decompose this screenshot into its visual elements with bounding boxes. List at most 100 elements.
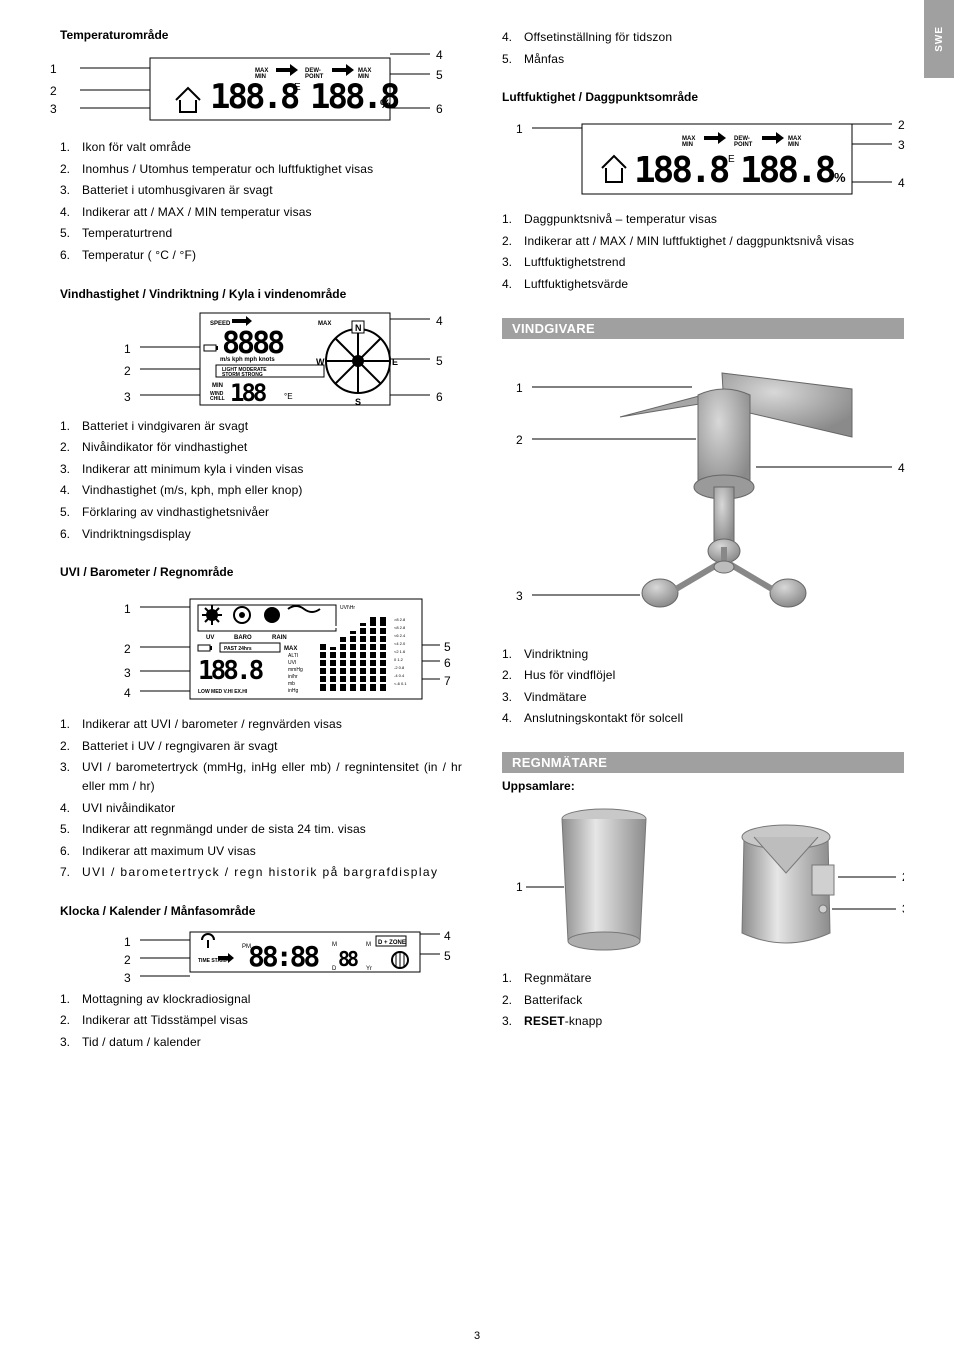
list-item: 1.Regnmätare xyxy=(502,969,904,988)
svg-text:N: N xyxy=(355,323,362,333)
uvi-l2: 2 xyxy=(124,642,131,656)
list-item-number: 4. xyxy=(60,203,82,222)
list-item: 4.UVI nivåindikator xyxy=(60,799,462,818)
clock-list: 1.Mottagning av klockradiosignal2.Indike… xyxy=(60,990,462,1052)
language-tab-label: SWE xyxy=(934,26,945,52)
list-item-text: UVI / barometertryck / regn historik på … xyxy=(82,863,462,882)
temp-l2: 2 xyxy=(50,84,57,98)
list-item-number: 5. xyxy=(60,503,82,522)
temp-l3: 3 xyxy=(50,102,57,116)
uvi-l1: 1 xyxy=(124,602,131,616)
list-item-number: 1. xyxy=(60,990,82,1009)
list-item-text: Ikon för valt område xyxy=(82,138,462,157)
list-item: 6.Vindriktningsdisplay xyxy=(60,525,462,544)
list-item-number: 4. xyxy=(502,275,524,294)
svg-text:D + ZONE: D + ZONE xyxy=(378,940,406,946)
svg-text:W: W xyxy=(316,357,325,367)
list-item-number: 2. xyxy=(60,438,82,457)
list-item-number: 4. xyxy=(502,709,524,728)
list-item-text: Batteriet i vindgivaren är svagt xyxy=(82,417,462,436)
svg-text:UV: UV xyxy=(206,635,214,641)
ws-l1: 1 xyxy=(516,381,523,395)
wind-r4: 4 xyxy=(436,314,443,328)
list-item: 3.UVI / barometertryck (mmHg, inHg eller… xyxy=(60,758,462,795)
windsensor-list: 1.Vindriktning2.Hus för vindflöjel3.Vind… xyxy=(502,645,904,728)
humidity-diagram: MAX MIN DEW- POINT MAX MIN 188.8 E 188.8… xyxy=(522,112,904,202)
list-item-number: 6. xyxy=(60,246,82,265)
list-item: 4.Vindhastighet (m/s, kph, mph eller kno… xyxy=(60,481,462,500)
list-item-number: 2. xyxy=(502,232,524,251)
list-item-text: Nivåindikator för vindhastighet xyxy=(82,438,462,457)
list-item-text: Regnmätare xyxy=(524,969,904,988)
list-item-text: UVI nivåindikator xyxy=(82,799,462,818)
temp-r4: 4 xyxy=(436,48,443,62)
list-item: 4.Offsetinställning för tidszon xyxy=(502,28,904,47)
humidity-list: 1.Daggpunktsnivå – temperatur visas 2.Ind… xyxy=(502,210,904,293)
list-item-number: 5. xyxy=(60,820,82,839)
list-item-text: Förklaring av vindhastighetsnivåer xyxy=(82,503,462,522)
svg-text:E: E xyxy=(294,82,301,93)
list-item: 1.Ikon för valt område xyxy=(60,138,462,157)
page-columns: Temperaturområde MAX MIN DEW- POINT MAX … xyxy=(60,12,904,1055)
temp-l1: 1 xyxy=(50,62,57,76)
uvi-diagram: UV BARO RAIN PAST 24hrs MAX 188.8 LOW ME… xyxy=(80,587,462,707)
svg-text:<6 2.4: <6 2.4 xyxy=(394,633,406,638)
svg-text:>8 2.8: >8 2.8 xyxy=(394,617,406,622)
list-item-text: Batterifack xyxy=(524,991,904,1010)
ws-r4: 4 xyxy=(898,461,905,475)
wind-title: Vindhastighet / Vindriktning / Kyla i vi… xyxy=(60,287,462,301)
list-item-text: Indikerar att regnmängd under de sista 2… xyxy=(82,820,462,839)
svg-text:-4 0.4: -4 0.4 xyxy=(394,673,405,678)
list-item: 3.Luftfuktighetstrend xyxy=(502,253,904,272)
list-item-text: Vindriktning xyxy=(524,645,904,664)
list-item-number: 1. xyxy=(502,210,524,229)
svg-text:<-6 0.1: <-6 0.1 xyxy=(394,681,407,686)
list-item-number: 4. xyxy=(502,28,524,47)
list-item-number: 6. xyxy=(60,525,82,544)
list-item: 1.Vindriktning xyxy=(502,645,904,664)
list-item-number: 3. xyxy=(502,688,524,707)
rain-r2: 2 xyxy=(902,870,904,884)
list-item: 1.Daggpunktsnivå – temperatur visas xyxy=(502,210,904,229)
temp-title: Temperaturområde xyxy=(60,28,462,42)
wind-diagram: SPEED MAX 8888 m/s kph mph knots LIGHT M… xyxy=(80,309,462,409)
ws-l2: 2 xyxy=(516,433,523,447)
clock-l1: 1 xyxy=(124,935,131,949)
list-item: 2.Inomhus / Utomhus temperatur och luftf… xyxy=(60,160,462,179)
list-item: 2.Indikerar att / MAX / MIN luftfuktighe… xyxy=(502,232,904,251)
svg-text:mmHg: mmHg xyxy=(288,667,303,673)
list-item: 3.Batteriet i utomhusgivaren är svagt xyxy=(60,181,462,200)
list-item: 2.Batterifack xyxy=(502,991,904,1010)
temp-diagram: MAX MIN DEW- POINT MAX MIN 188.8 E 188.8… xyxy=(80,50,462,130)
hum-r2: 2 xyxy=(898,118,905,132)
rain-bar: REGNMÄTARE xyxy=(502,752,904,773)
hum-r4: 4 xyxy=(898,176,905,190)
rain-r3: 3 xyxy=(902,902,904,916)
uvi-l4: 4 xyxy=(124,686,131,700)
list-item: 1.Indikerar att UVI / barometer / regnvä… xyxy=(60,715,462,734)
svg-text:%: % xyxy=(834,170,846,185)
list-item-text: Batteriet i utomhusgivaren är svagt xyxy=(82,181,462,200)
list-item-number: 3. xyxy=(60,460,82,479)
list-item: 2.Indikerar att Tidsstämpel visas xyxy=(60,1011,462,1030)
wind-l3: 3 xyxy=(124,390,131,404)
list-item-text: Indikerar att Tidsstämpel visas xyxy=(82,1011,462,1030)
list-item-text: Tid / datum / kalender xyxy=(82,1033,462,1052)
list-item: 3.Indikerar att minimum kyla i vinden vi… xyxy=(60,460,462,479)
svg-text:m/s kph mph knots: m/s kph mph knots xyxy=(220,357,275,363)
rain-collector-svg: 1 xyxy=(516,801,666,961)
list-item-number: 6. xyxy=(60,842,82,861)
svg-text:88: 88 xyxy=(338,947,358,971)
list-item-text: Luftfuktighetsvärde xyxy=(524,275,904,294)
clock-diagram-svg: TIME STAMP PM 88:88 M D 88 M Yr D + ZONE xyxy=(80,926,440,982)
svg-text:MIN: MIN xyxy=(788,142,799,148)
svg-text:BARO: BARO xyxy=(234,635,252,641)
list-item-number: 3. xyxy=(60,1033,82,1052)
temp-list: 1.Ikon för valt område 2.Inomhus / Utomhu… xyxy=(60,138,462,265)
temp-r6: 6 xyxy=(436,102,443,116)
list-item-text: Vindhastighet (m/s, kph, mph eller knop) xyxy=(82,481,462,500)
list-item-number: 2. xyxy=(60,737,82,756)
list-item: 5.Temperaturtrend xyxy=(60,224,462,243)
list-item-number: 2. xyxy=(60,160,82,179)
svg-text:MAX: MAX xyxy=(318,321,331,327)
